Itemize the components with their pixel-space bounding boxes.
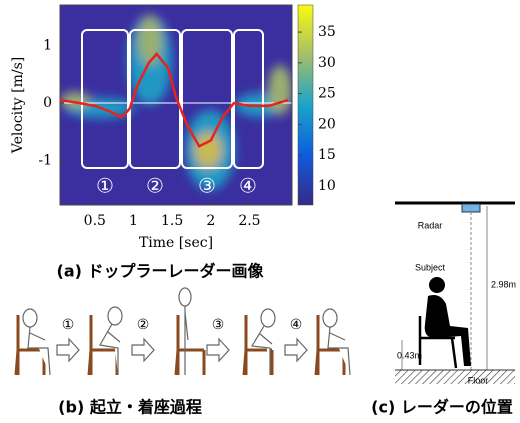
seat-height-label: 0.43m [397,350,422,360]
figure: Velocity [m/s] Time [sec] (a) ドップラーレーダー画… [0,0,520,423]
radar-setup: Radar Subject 2.98m 0.43m Floor [395,203,516,385]
colorbar-tick-label: 30 [318,55,336,71]
caption: (a) ドップラーレーダー画像 [57,262,265,281]
subject-label: Subject [415,262,446,272]
colorbar-tick-label: 10 [318,178,336,194]
colorbar-tick-label: 20 [318,116,336,132]
x-tick-label: 0.5 [84,213,106,229]
step-label: ③ [212,317,225,333]
step-label: ④ [290,317,303,333]
phase-label: ④ [239,174,257,198]
colorbar [298,5,313,205]
colorbar-tick-label: 15 [318,147,336,163]
y-tick-label: 1 [43,37,52,53]
sit-to-stand-sequence: ① ② ③ ④ [16,288,350,375]
height-label: 2.98m [491,279,516,289]
step-label: ① [62,317,75,333]
phase-label: ② [146,174,164,198]
caption: (b) 起立・着座過程 [58,398,202,417]
y-tick-label: 0 [43,95,52,111]
x-tick-label: 2.5 [238,213,260,229]
floor-label: Floor [468,375,489,385]
phase-label: ① [96,174,114,198]
y-tick-label: -1 [38,153,52,169]
phase-label: ③ [198,174,216,198]
x-tick-label: 1.5 [161,213,183,229]
radar-label: Radar [418,220,443,230]
x-tick-label: 2 [206,213,215,229]
caption: (c) レーダーの位置 [371,398,513,417]
colorbar-tick-label: 25 [318,86,336,102]
y-axis-label: Velocity [m/s] [10,57,26,154]
x-tick-label: 1 [129,213,138,229]
x-axis-label: Time [sec] [139,235,213,251]
colorbar-tick-label: 35 [318,24,336,40]
step-label: ② [137,317,150,333]
